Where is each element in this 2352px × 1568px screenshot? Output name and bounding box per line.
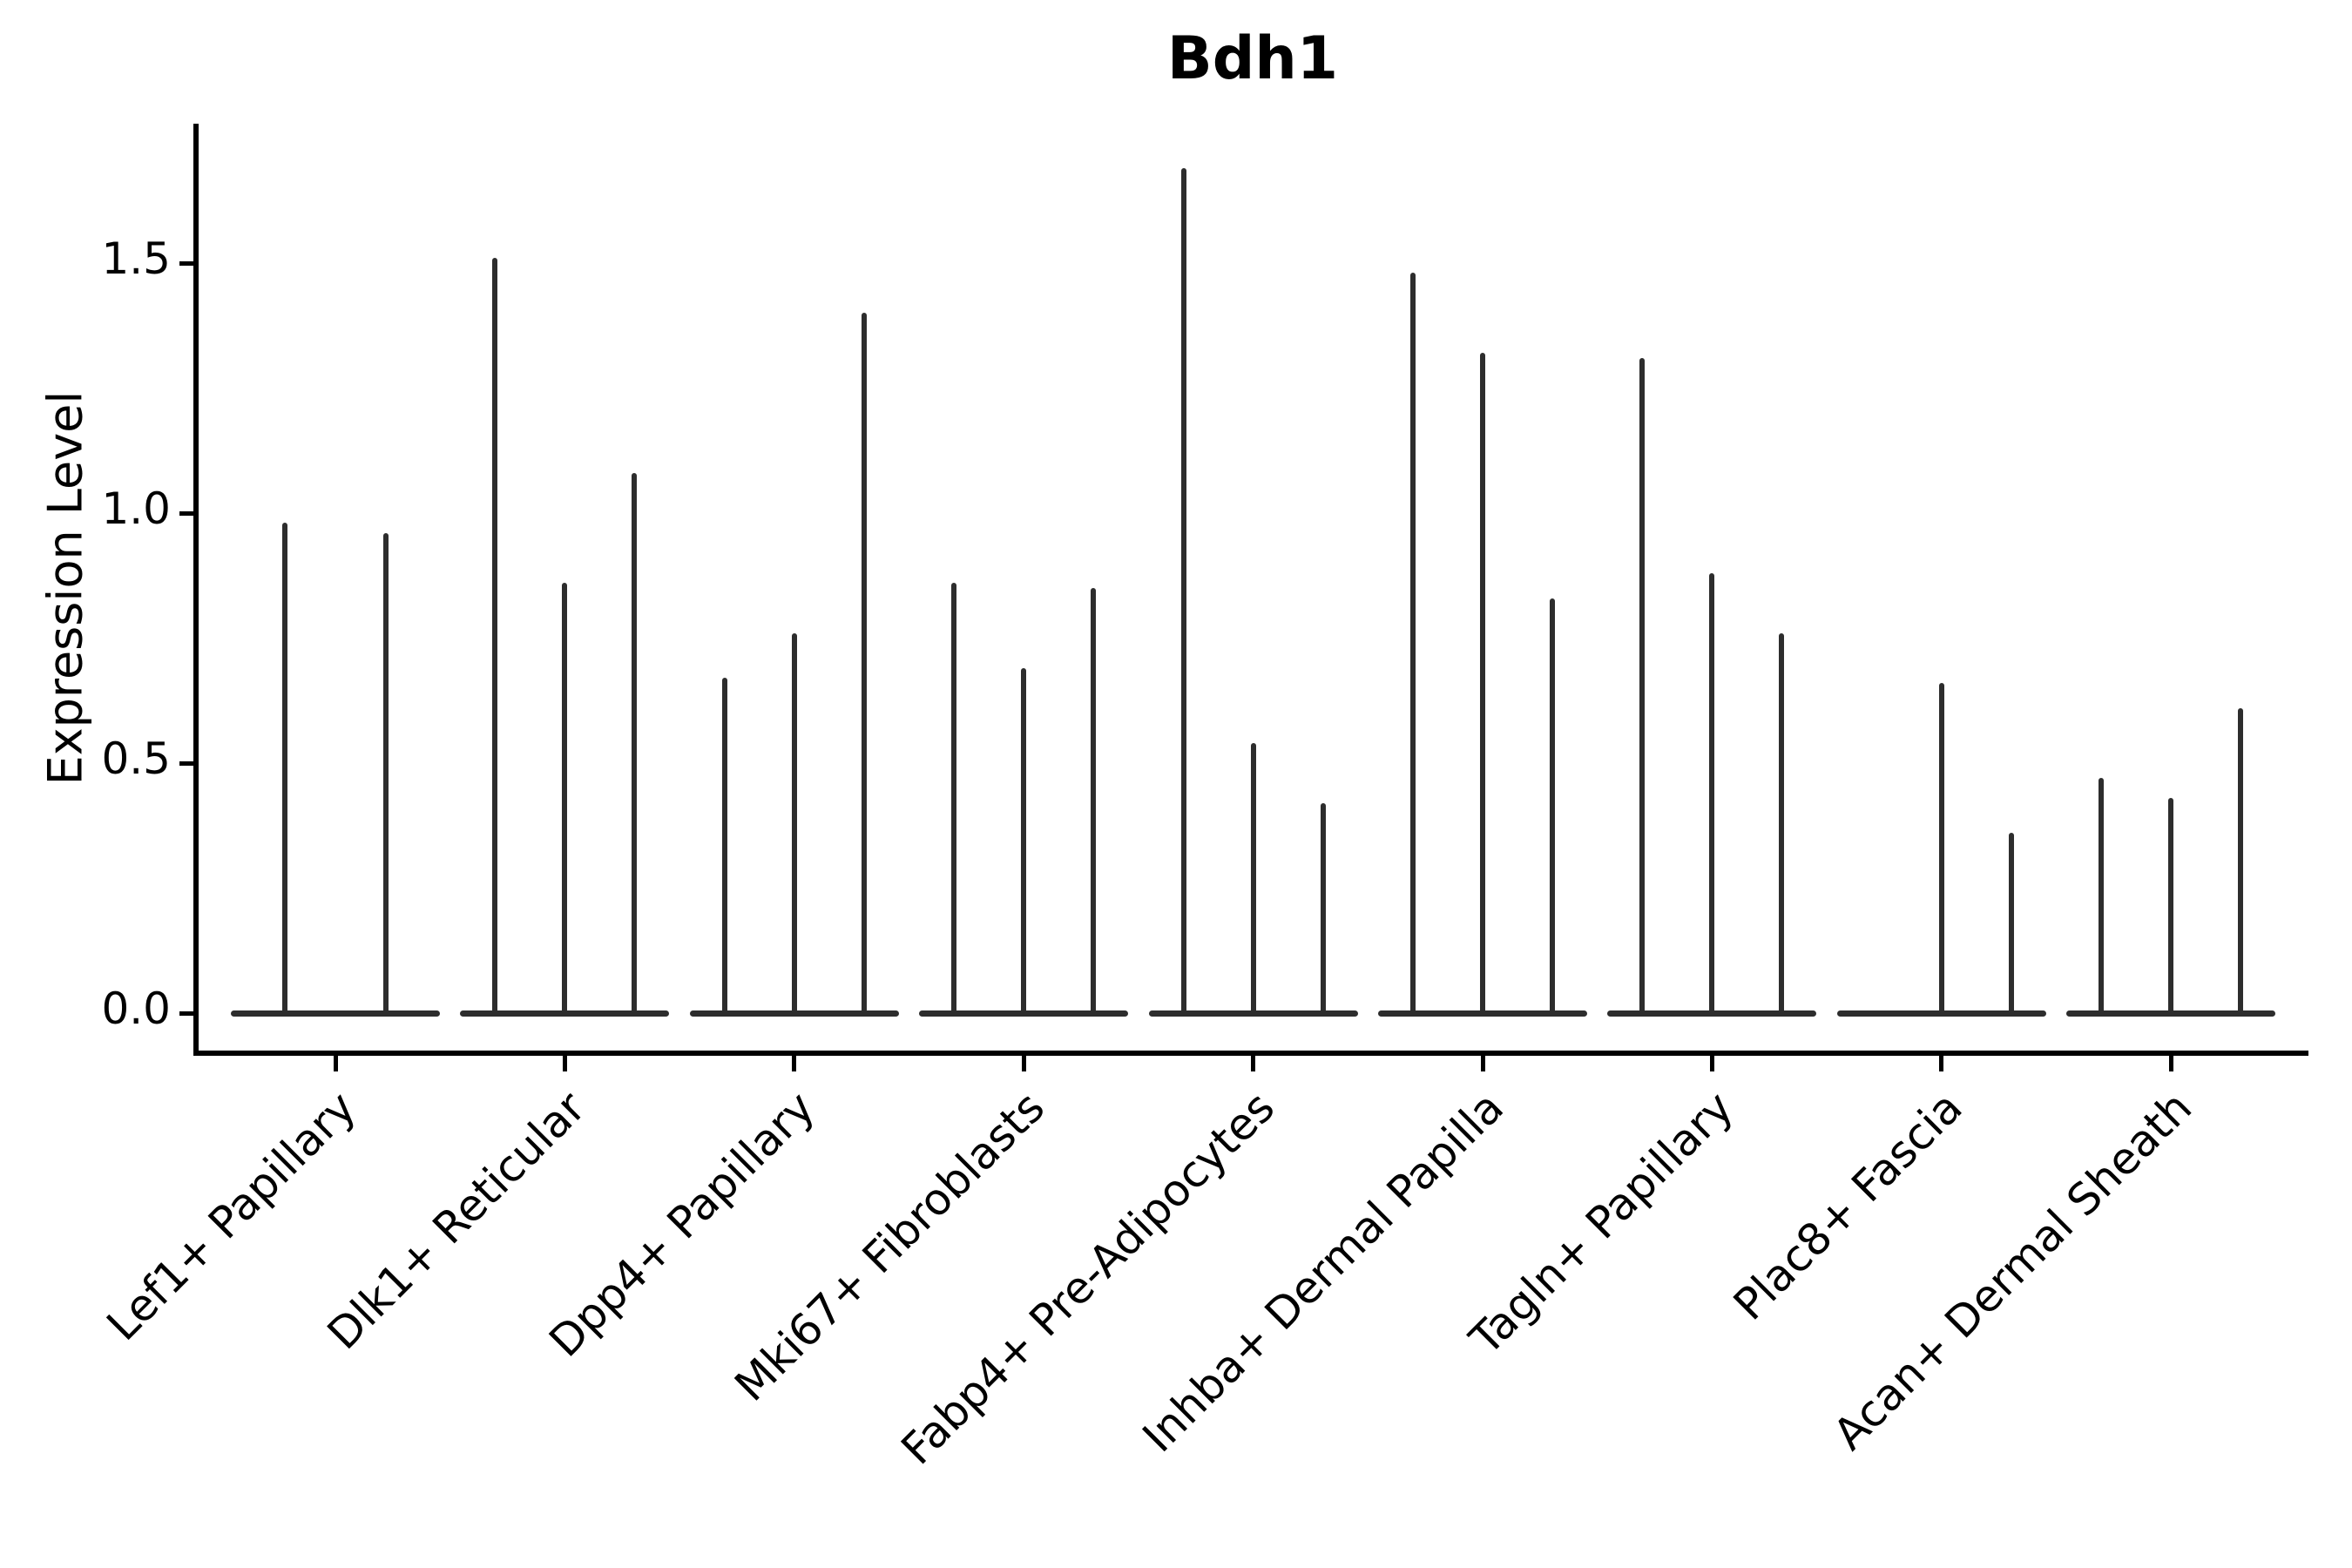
y-tick-label: 0.5: [101, 733, 171, 784]
violin-spike: [1091, 588, 1097, 1015]
x-tick: [792, 1056, 797, 1071]
violin-spike: [562, 583, 568, 1015]
violin-spike: [383, 532, 389, 1015]
x-tick: [1939, 1056, 1944, 1071]
violin-spike: [1180, 167, 1186, 1015]
x-tick: [562, 1056, 567, 1071]
violin-baseline: [231, 1010, 440, 1017]
violin-spike: [1709, 572, 1715, 1015]
violin-spike: [2238, 707, 2244, 1015]
x-tick-label: Lef1+ Papillary: [97, 1082, 367, 1351]
violin-spike: [632, 473, 638, 1015]
violin-spike: [282, 523, 287, 1015]
x-tick: [1480, 1056, 1485, 1071]
violin-spike: [1550, 598, 1555, 1015]
violin-spike: [791, 632, 797, 1015]
violin-spike: [1021, 667, 1027, 1015]
x-tick: [333, 1056, 338, 1071]
violin-spike: [1480, 353, 1485, 1015]
violin-spike: [1779, 632, 1785, 1015]
y-tick: [179, 1010, 193, 1016]
plot-title: Bdh1: [1166, 24, 1339, 93]
violin-spike: [1410, 273, 1416, 1015]
x-tick-label: Fabp4+ Pre-Adipocytes: [891, 1082, 1284, 1475]
violin-spike: [2168, 798, 2174, 1015]
y-axis-label: Expression Level: [37, 390, 93, 786]
y-tick: [179, 510, 193, 516]
x-axis-spine: [193, 1051, 2308, 1056]
x-tick: [1251, 1056, 1256, 1071]
violin-spike: [861, 313, 867, 1015]
y-tick: [179, 260, 193, 266]
x-tick-label: Plac8+ Fascia: [1724, 1082, 1972, 1330]
y-tick: [179, 760, 193, 766]
violin-spike: [1250, 743, 1256, 1015]
y-tick-label: 1.0: [101, 483, 171, 534]
violin-spike: [721, 678, 727, 1015]
x-tick: [1709, 1056, 1714, 1071]
violin-spike: [1320, 802, 1326, 1015]
violin-spike: [1938, 683, 1944, 1015]
violin-spike: [2008, 833, 2014, 1015]
y-tick-label: 1.5: [101, 233, 171, 284]
violin-spike: [2099, 778, 2105, 1015]
violin-spike: [492, 258, 498, 1015]
y-axis-spine: [193, 124, 199, 1056]
y-tick-label: 0.0: [101, 983, 171, 1034]
x-tick: [1021, 1056, 1026, 1071]
violin-spike: [1639, 358, 1646, 1015]
x-tick: [2168, 1056, 2173, 1071]
violin-spike: [951, 583, 957, 1015]
